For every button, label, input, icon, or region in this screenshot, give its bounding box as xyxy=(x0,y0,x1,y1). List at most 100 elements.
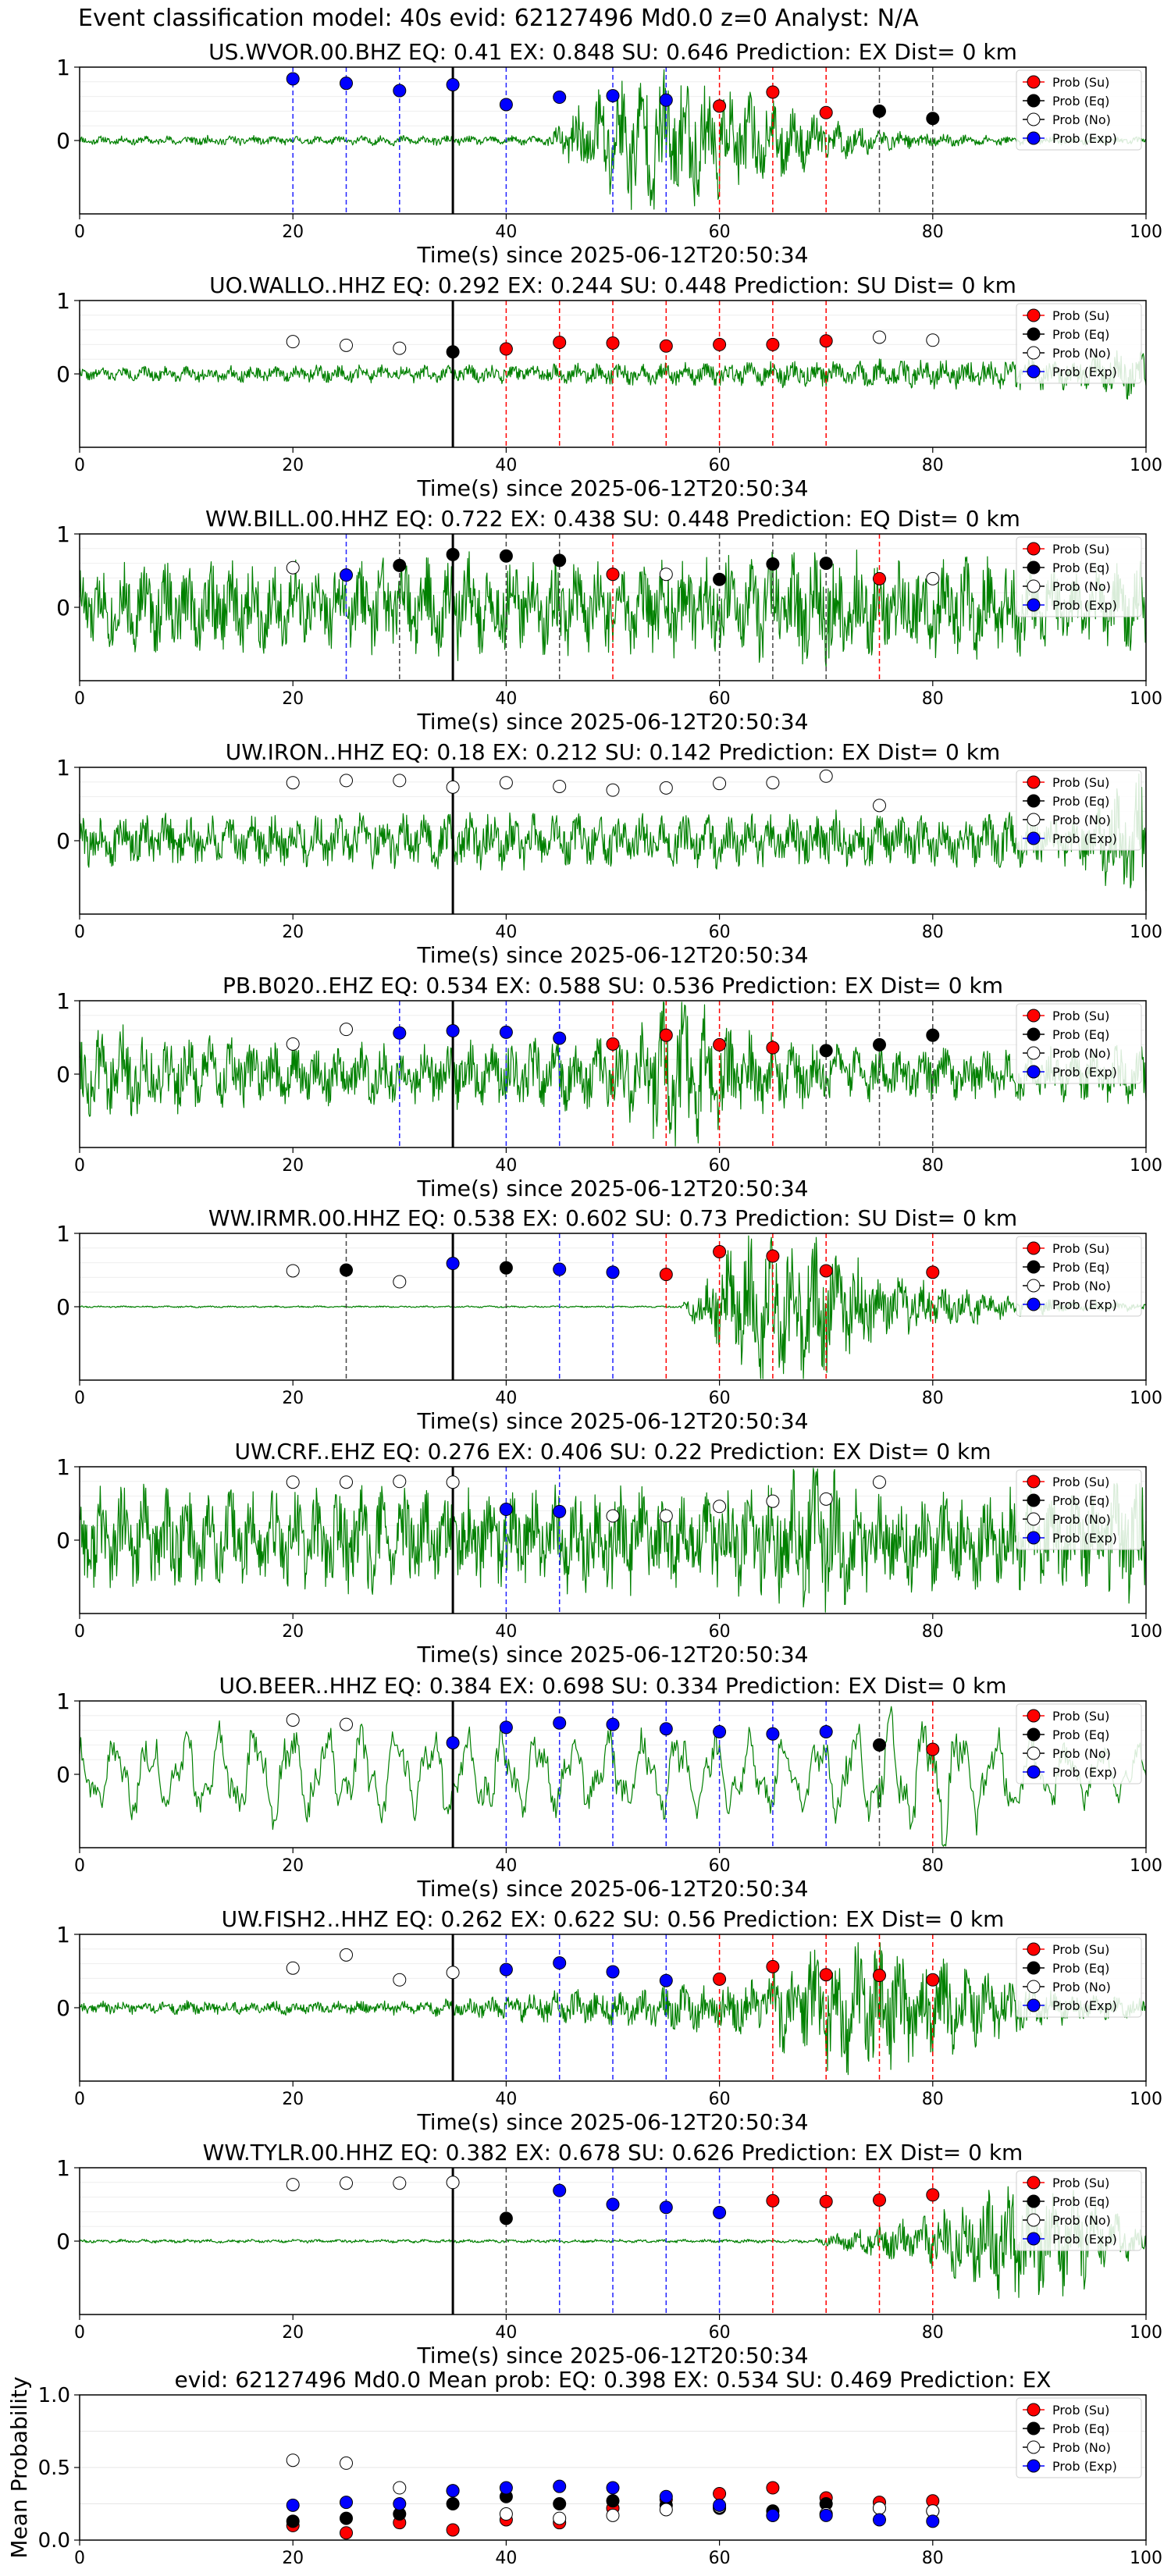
mean-prob-marker-exp xyxy=(553,2479,567,2493)
prob-marker-no xyxy=(713,777,727,791)
prob-marker-su xyxy=(606,1037,620,1051)
mean-prob-marker-exp xyxy=(766,2508,780,2522)
legend-label-su: Prob (Su) xyxy=(1052,1475,1109,1489)
legend-marker-su xyxy=(1027,775,1041,789)
prob-marker-su xyxy=(766,337,780,351)
prob-marker-no xyxy=(713,1500,727,1514)
mean-prob-marker-eq xyxy=(340,2511,353,2525)
legend-marker-eq xyxy=(1027,560,1041,575)
prob-marker-su xyxy=(819,334,833,348)
prob-marker-no xyxy=(393,1275,407,1289)
x-tick-label: 100 xyxy=(1130,456,1162,475)
y-tick-label: 0 xyxy=(56,2229,70,2254)
prob-marker-no xyxy=(446,1966,460,1980)
legend-label-eq: Prob (Eq) xyxy=(1052,94,1109,109)
legend-marker-exp xyxy=(1027,1297,1041,1311)
mean-prob-marker-eq xyxy=(286,2514,300,2528)
prob-marker-no xyxy=(340,1475,353,1489)
prob-marker-no xyxy=(393,2176,407,2190)
mean-prob-marker-exp xyxy=(286,2498,300,2512)
prob-marker-no xyxy=(873,799,886,813)
legend-marker-eq xyxy=(1027,1260,1041,1274)
x-axis-label: Time(s) since 2025-06-12T20:50:34 xyxy=(416,475,808,501)
prob-marker-eq xyxy=(766,557,780,571)
prob-marker-su xyxy=(766,2194,780,2208)
y-tick-label: 0 xyxy=(56,1528,70,1553)
x-tick-label: 80 xyxy=(922,2549,944,2568)
prob-marker-exp xyxy=(393,84,407,98)
waveform-trace xyxy=(79,549,1147,668)
prob-marker-eq xyxy=(713,572,727,586)
mean-prob-marker-no xyxy=(873,2501,886,2515)
prob-marker-no xyxy=(340,338,353,352)
prob-marker-su xyxy=(713,99,727,113)
legend-marker-no xyxy=(1027,1980,1041,1994)
waveform-trace xyxy=(79,1468,1147,1613)
prob-marker-no xyxy=(286,2178,300,2192)
prob-marker-eq xyxy=(926,1028,940,1042)
legend-marker-eq xyxy=(1027,1027,1041,1041)
chart-panel-8: UO.BEER..HHZ EQ: 0.384 EX: 0.698 SU: 0.3… xyxy=(56,1673,1162,1902)
x-tick-label: 60 xyxy=(709,1856,731,1876)
legend-marker-exp xyxy=(1027,1998,1041,2012)
legend-marker-no xyxy=(1027,813,1041,827)
prob-marker-exp xyxy=(286,72,300,86)
prob-marker-no xyxy=(446,780,460,794)
mean-prob-marker-no xyxy=(553,2511,567,2525)
x-tick-label: 20 xyxy=(282,456,304,475)
legend-marker-su xyxy=(1027,1009,1041,1023)
panel-title: UO.BEER..HHZ EQ: 0.384 EX: 0.698 SU: 0.3… xyxy=(219,1673,1006,1699)
prob-marker-su xyxy=(553,336,567,350)
x-tick-label: 20 xyxy=(282,1622,304,1642)
chart-panel-9: UW.FISH2..HHZ EQ: 0.262 EX: 0.622 SU: 0.… xyxy=(56,1906,1162,2135)
x-tick-label: 60 xyxy=(709,1156,731,1176)
legend-marker-eq xyxy=(1027,327,1041,341)
chart-panel-10: WW.TYLR.00.HHZ EQ: 0.382 EX: 0.678 SU: 0… xyxy=(56,2140,1162,2368)
legend-marker-no xyxy=(1027,346,1041,360)
panel-title: WW.TYLR.00.HHZ EQ: 0.382 EX: 0.678 SU: 0… xyxy=(203,2140,1023,2165)
chart-panel-7: UW.CRF..EHZ EQ: 0.276 EX: 0.406 SU: 0.22… xyxy=(56,1439,1162,1667)
x-tick-label: 60 xyxy=(709,2549,731,2568)
y-tick-label: 1 xyxy=(56,988,70,1014)
prob-marker-su xyxy=(926,1265,940,1279)
x-tick-label: 40 xyxy=(495,456,517,475)
legend-marker-su xyxy=(1027,308,1041,322)
x-axis-label: Time(s) since 2025-06-12T20:50:34 xyxy=(416,2343,808,2368)
prob-marker-su xyxy=(819,105,833,119)
prob-marker-no xyxy=(926,571,940,585)
mean-prob-marker-exp xyxy=(499,2481,513,2495)
legend-label-su: Prob (Su) xyxy=(1052,75,1109,90)
prob-marker-su xyxy=(713,337,727,351)
prob-marker-exp xyxy=(659,1973,673,1987)
legend-label-no: Prob (No) xyxy=(1052,2440,1111,2455)
legend-label-exp: Prob (Exp) xyxy=(1052,598,1117,613)
legend-box xyxy=(1016,303,1142,384)
mean-prob-marker-no xyxy=(499,2507,513,2521)
legend-marker-no xyxy=(1027,579,1041,593)
legend-label-no: Prob (No) xyxy=(1052,579,1111,594)
prob-marker-exp xyxy=(446,1736,460,1750)
legend-marker-exp xyxy=(1027,831,1041,845)
prob-marker-eq xyxy=(926,112,940,126)
x-tick-label: 60 xyxy=(709,2090,731,2109)
x-tick-label: 20 xyxy=(282,1389,304,1408)
prob-marker-no xyxy=(553,779,567,793)
mean-prob-marker-eq xyxy=(446,2497,460,2510)
x-tick-label: 100 xyxy=(1130,1622,1162,1642)
x-tick-label: 80 xyxy=(922,456,944,475)
x-axis-label: Time(s) since 2025-06-12T20:50:34 xyxy=(416,242,808,268)
prob-marker-su xyxy=(713,1037,727,1051)
legend-label-exp: Prob (Exp) xyxy=(1052,365,1117,379)
figure-title: Event classification model: 40s evid: 62… xyxy=(78,5,919,32)
legend-label-exp: Prob (Exp) xyxy=(1052,1065,1117,1080)
mean-prob-marker-no xyxy=(340,2456,353,2470)
x-axis-label: Time(s) since 2025-06-12T20:50:34 xyxy=(416,2109,808,2135)
prob-marker-eq xyxy=(819,1044,833,1058)
x-tick-label: 40 xyxy=(495,1389,517,1408)
prob-marker-exp xyxy=(606,1265,620,1279)
prob-marker-exp xyxy=(499,1503,513,1517)
prob-marker-su xyxy=(926,1742,940,1756)
mean-prob-marker-su xyxy=(766,2481,780,2495)
prob-marker-exp xyxy=(659,2201,673,2215)
legend-label-eq: Prob (Eq) xyxy=(1052,560,1109,575)
